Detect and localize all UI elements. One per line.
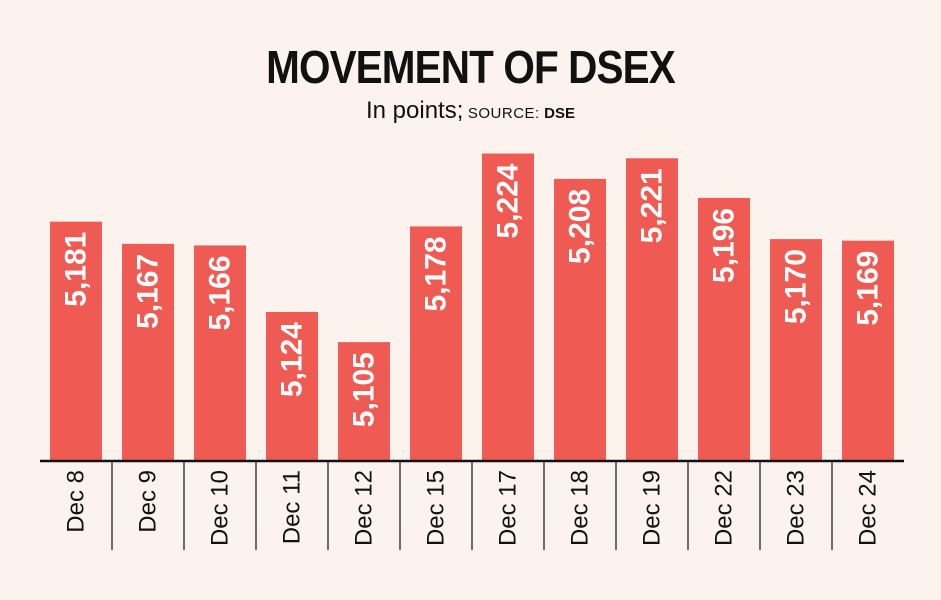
bar-value-label: 5,166 (204, 255, 237, 330)
bar-11 (842, 240, 894, 461)
chart-subtitle: In points; SOURCE: DSE (0, 97, 941, 125)
bar-3 (266, 312, 318, 461)
x-tick-label: Dec 12 (351, 470, 378, 546)
x-tick-label: Dec 17 (495, 470, 522, 546)
bar-1 (122, 243, 174, 461)
bar-8 (626, 158, 678, 461)
bar-value-label: 5,221 (636, 168, 669, 243)
bar-value-label: 5,196 (708, 208, 741, 283)
unit-label: In points; (366, 97, 464, 124)
bar-10 (770, 239, 822, 461)
bar-5 (410, 226, 462, 461)
source-value: DSE (544, 105, 575, 122)
x-tick-label: Dec 19 (639, 470, 666, 546)
bar-value-label: 5,124 (276, 322, 309, 397)
chart-title: MOVEMENT OF DSEX (266, 41, 676, 93)
x-tick-label: Dec 8 (63, 470, 90, 533)
x-tick-label: Dec 11 (279, 470, 306, 544)
bar-value-label: 5,167 (132, 254, 165, 329)
bar-value-label: 5,105 (348, 352, 381, 427)
bar-value-label: 5,170 (780, 249, 813, 324)
bar-value-label: 5,181 (60, 232, 93, 307)
x-tick-label: Dec 15 (423, 470, 450, 546)
source-label: SOURCE: (467, 105, 540, 122)
bar-6 (482, 153, 534, 461)
x-tick-label: Dec 18 (567, 470, 594, 546)
bar-9 (698, 197, 750, 461)
bar-4 (338, 342, 390, 461)
bar-value-label: 5,169 (852, 251, 885, 326)
bar-0 (50, 221, 102, 461)
x-tick-label: Dec 23 (783, 470, 810, 546)
bar-2 (194, 245, 246, 461)
x-tick-label: Dec 22 (711, 470, 738, 546)
x-tick-label: Dec 9 (135, 470, 162, 533)
bar-value-label: 5,208 (564, 189, 597, 264)
bar-value-label: 5,224 (492, 163, 525, 238)
bar-value-label: 5,178 (420, 236, 453, 311)
x-tick-label: Dec 24 (855, 470, 882, 546)
x-tick-label: Dec 10 (207, 470, 234, 546)
bar-7 (554, 178, 606, 461)
